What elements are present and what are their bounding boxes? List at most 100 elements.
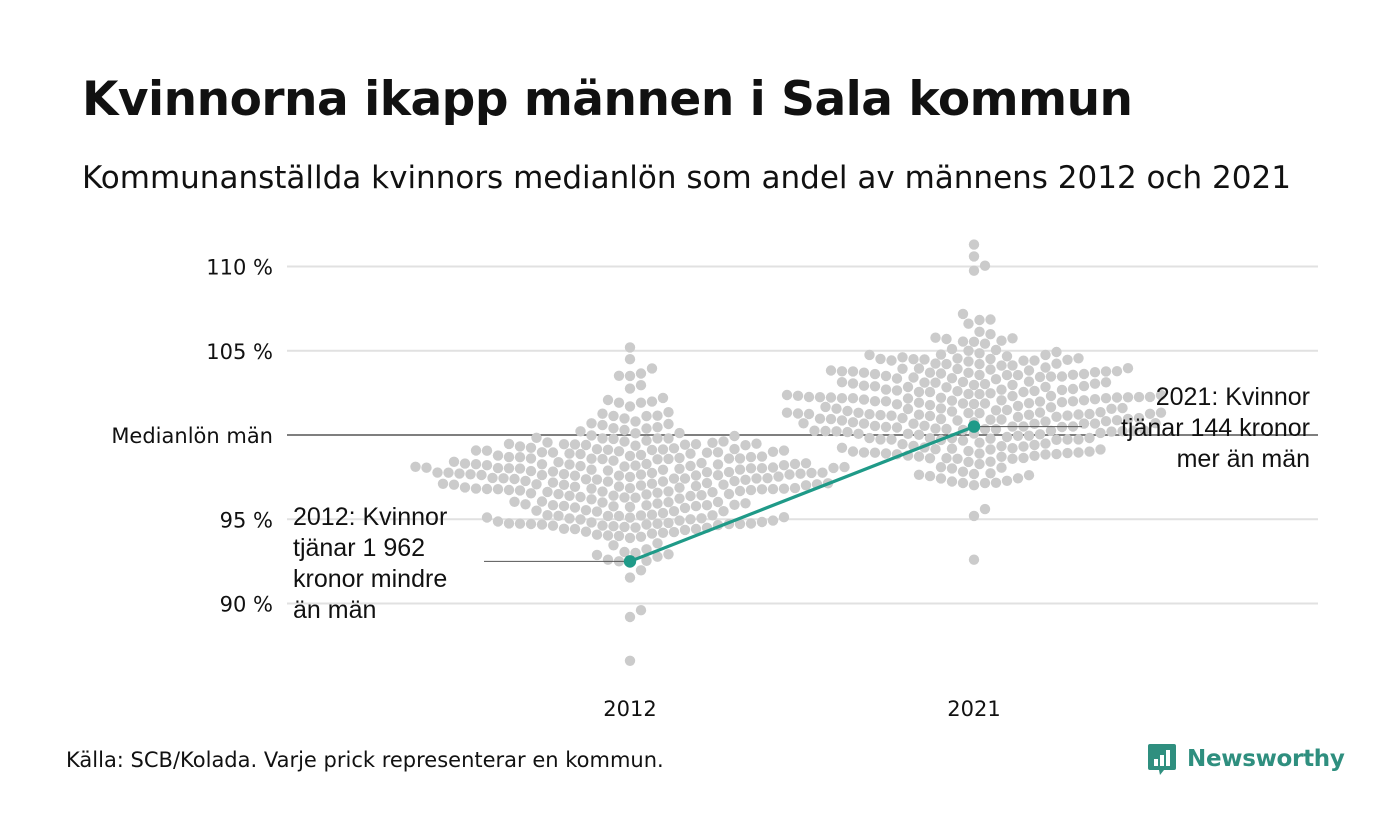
municipality-dot: [1139, 425, 1150, 436]
municipality-dot: [825, 365, 837, 376]
municipality-dot: [624, 501, 636, 513]
municipality-dot: [836, 442, 848, 453]
municipality-dot: [608, 410, 619, 422]
municipality-dot: [924, 410, 936, 422]
municipality-dot: [1034, 371, 1046, 383]
municipality-dot: [745, 518, 757, 529]
municipality-dot: [701, 500, 713, 511]
municipality-dot: [1029, 418, 1040, 429]
municipality-dot: [935, 413, 947, 425]
municipality-dot: [946, 343, 958, 355]
municipality-dot: [525, 442, 537, 453]
municipality-dot: [935, 473, 947, 484]
municipality-dot: [580, 474, 592, 485]
municipality-dot: [756, 451, 768, 462]
municipality-dot: [795, 468, 806, 479]
municipality-dot: [701, 447, 713, 458]
municipality-dot: [1084, 408, 1095, 420]
municipality-dot: [1007, 360, 1018, 371]
municipality-dot: [657, 507, 669, 519]
municipality-dot: [897, 412, 908, 424]
municipality-dot: [913, 386, 925, 398]
municipality-dot: [558, 479, 570, 490]
municipality-dot: [723, 466, 735, 478]
municipality-dot: [586, 483, 597, 494]
municipality-dot: [751, 473, 762, 484]
municipality-dot: [974, 369, 985, 381]
municipality-dot: [624, 611, 636, 623]
municipality-dot: [652, 454, 663, 465]
municipality-dot: [908, 354, 919, 365]
municipality-dot: [1051, 411, 1062, 422]
municipality-dot: [514, 441, 526, 452]
municipality-dot: [597, 520, 608, 531]
municipality-dot: [941, 333, 952, 345]
municipality-dot: [924, 470, 936, 482]
municipality-dot: [880, 396, 892, 407]
municipality-dot: [663, 517, 674, 529]
municipality-dot: [1029, 439, 1040, 451]
municipality-dot: [968, 398, 980, 410]
municipality-dot: [613, 397, 625, 408]
municipality-dot: [1117, 402, 1128, 414]
municipality-dot: [891, 422, 903, 433]
municipality-dot: [1012, 400, 1024, 412]
municipality-dot: [1001, 351, 1013, 362]
municipality-dot: [1012, 369, 1024, 381]
municipality-dot: [919, 420, 930, 431]
municipality-dot: [957, 336, 969, 347]
municipality-dot: [1040, 416, 1051, 427]
municipality-dot: [836, 393, 848, 404]
municipality-dot: [619, 461, 630, 472]
municipality-dot: [492, 462, 504, 474]
municipality-dot: [624, 383, 636, 394]
municipality-dot: [503, 518, 515, 529]
source-note: Källa: SCB/Kolada. Varje prick represent…: [66, 748, 664, 772]
municipality-dot: [602, 444, 614, 455]
municipality-dot: [657, 444, 669, 455]
municipality-dot: [886, 355, 897, 366]
municipality-dot: [663, 453, 674, 465]
municipality-dot: [1144, 408, 1156, 419]
municipality-dot: [996, 451, 1007, 462]
municipality-dot: [985, 444, 996, 455]
municipality-dot: [553, 510, 564, 521]
municipality-dot: [591, 474, 603, 485]
municipality-dot: [646, 467, 658, 479]
municipality-dot: [767, 462, 779, 473]
municipality-dot: [569, 502, 581, 513]
municipality-dot: [448, 456, 460, 467]
municipality-dot: [696, 457, 707, 469]
municipality-dot: [630, 547, 641, 559]
municipality-dot: [547, 520, 559, 531]
annotation-2021-line: 2021: Kvinnor: [1156, 383, 1310, 411]
municipality-dot: [1117, 426, 1128, 437]
municipality-dot: [800, 458, 812, 469]
municipality-dot: [630, 522, 641, 533]
municipality-dot: [646, 363, 658, 374]
municipality-dot: [701, 477, 713, 489]
municipality-dot: [784, 469, 795, 480]
municipality-dot: [930, 444, 941, 455]
municipality-dot: [1040, 438, 1051, 449]
municipality-dot: [597, 497, 608, 508]
municipality-dot: [902, 403, 914, 415]
municipality-dot: [1073, 434, 1084, 445]
municipality-dot: [935, 462, 947, 473]
municipality-dot: [963, 407, 974, 419]
municipality-dot: [608, 540, 619, 551]
municipality-dot: [619, 424, 630, 436]
municipality-dot: [767, 515, 779, 526]
municipality-dot: [886, 434, 897, 445]
municipality-dot: [718, 506, 729, 517]
municipality-dot: [778, 445, 790, 456]
municipality-dot: [858, 394, 870, 405]
municipality-dot: [734, 464, 746, 475]
municipality-dot: [641, 458, 652, 470]
municipality-dot: [913, 429, 925, 440]
municipality-dot: [1034, 429, 1046, 440]
municipality-dot: [924, 453, 936, 464]
municipality-dot: [1029, 450, 1040, 461]
municipality-dot: [798, 418, 809, 429]
